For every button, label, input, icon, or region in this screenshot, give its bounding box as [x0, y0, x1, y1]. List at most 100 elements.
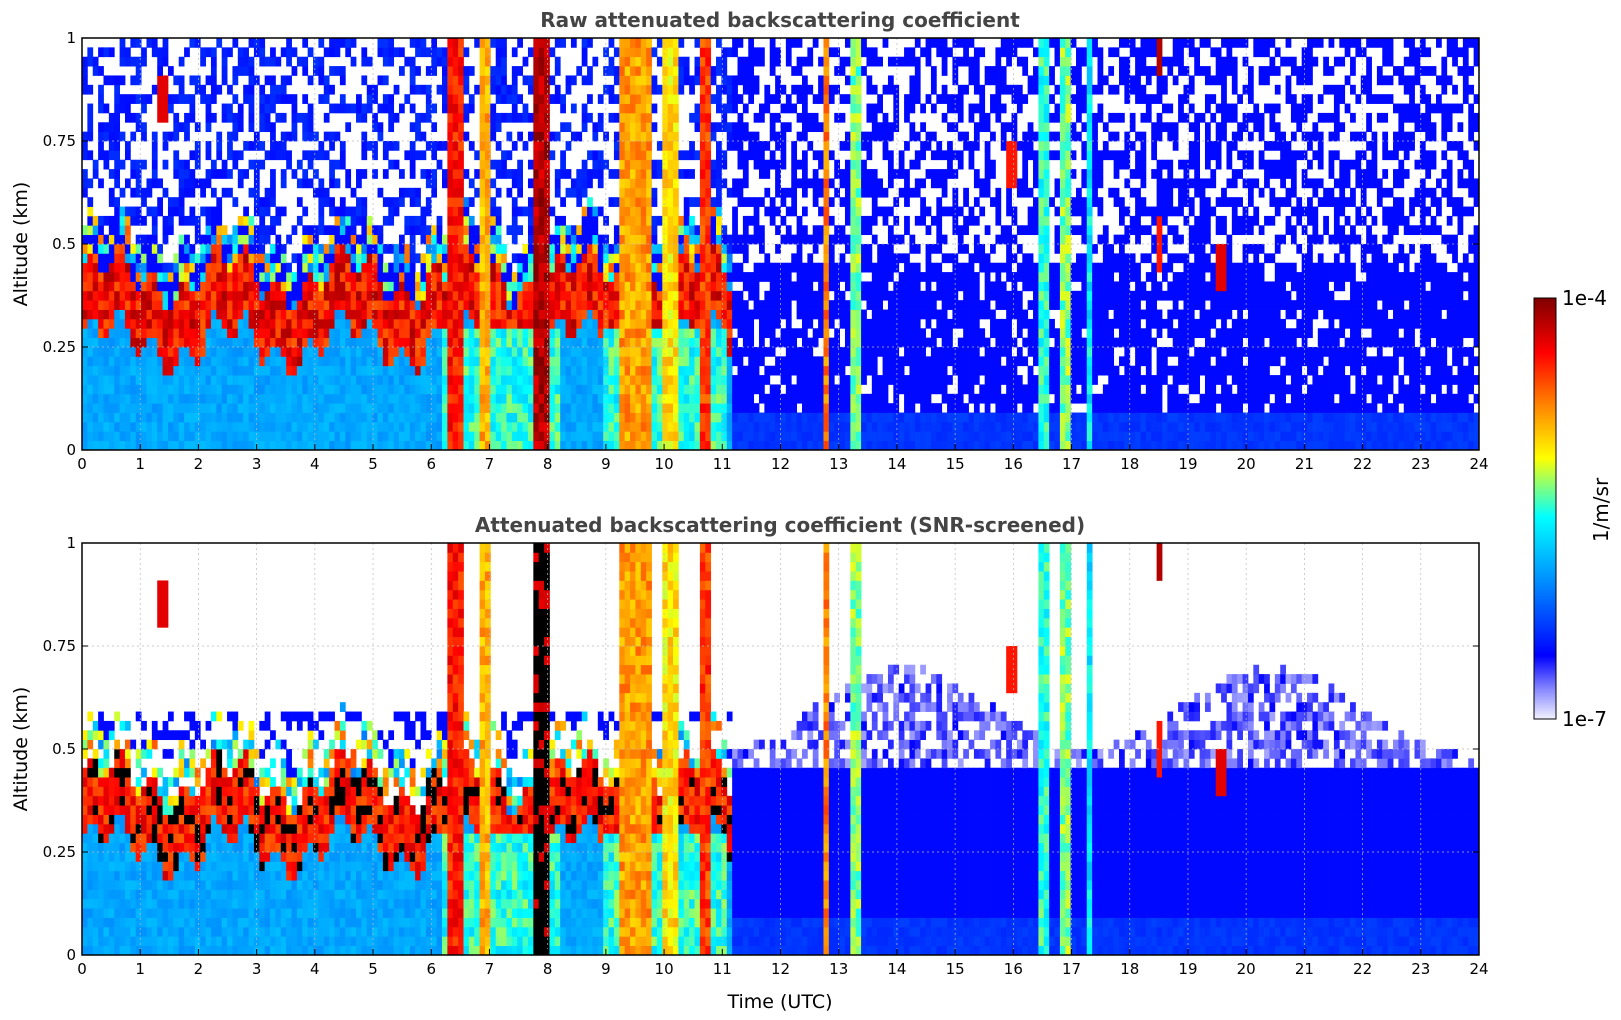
heatmap-cell: [506, 272, 513, 282]
heatmap-cell: [98, 262, 104, 273]
heatmap-cell: [393, 393, 400, 404]
heatmap-cell: [812, 38, 819, 48]
heatmap-cell: [581, 300, 588, 310]
heatmap-cell: [667, 431, 674, 442]
heatmap-cell: [329, 47, 335, 58]
heatmap-cell: [613, 328, 620, 339]
heatmap-cell: [635, 262, 642, 273]
heatmap-cell: [608, 281, 615, 292]
heatmap-cell: [194, 253, 201, 264]
heatmap-cell: [495, 300, 502, 310]
heatmap-cell: [630, 365, 636, 376]
heatmap-cell: [619, 403, 626, 413]
heatmap-cell: [119, 215, 126, 226]
heatmap-cell: [522, 56, 529, 67]
heatmap-cell: [108, 440, 115, 451]
heatmap-cell: [431, 56, 438, 67]
heatmap-cell: [200, 431, 206, 442]
heatmap-cell: [189, 309, 196, 320]
heatmap-cell: [442, 281, 448, 292]
heatmap-cell: [807, 253, 814, 264]
heatmap-cell: [442, 66, 448, 76]
heatmap-cell: [420, 281, 427, 292]
heatmap-cell: [372, 112, 378, 123]
heatmap-cell: [839, 94, 846, 104]
heatmap-cell: [597, 337, 604, 348]
heatmap-cell: [442, 384, 448, 395]
heatmap-cell: [801, 56, 808, 67]
heatmap-cell: [683, 356, 690, 367]
heatmap-cell: [425, 440, 432, 451]
heatmap-cell: [828, 421, 835, 432]
heatmap-cell: [194, 328, 201, 339]
heatmap-cell: [630, 206, 636, 217]
heatmap-cell: [866, 318, 873, 329]
heatmap-cell: [796, 421, 803, 432]
heatmap-cell: [839, 253, 846, 264]
heatmap-cell: [844, 412, 851, 423]
heatmap-cell: [501, 309, 507, 320]
heatmap-cell: [597, 169, 604, 179]
heatmap-cell: [484, 122, 491, 133]
heatmap-cell: [184, 431, 190, 442]
heatmap-cell: [823, 159, 830, 170]
heatmap-cell: [775, 300, 781, 310]
heatmap-cell: [490, 38, 497, 48]
heatmap-cell: [216, 375, 223, 385]
heatmap-cell: [801, 234, 808, 245]
heatmap-cell: [92, 356, 99, 367]
heatmap-cell: [382, 328, 389, 339]
heatmap-cell: [667, 66, 674, 76]
heatmap-cell: [178, 337, 185, 348]
heatmap-cell: [581, 272, 588, 282]
heatmap-cell: [732, 337, 738, 348]
heatmap-cell: [861, 290, 867, 301]
heatmap-cell: [759, 337, 765, 348]
heatmap-cell: [237, 253, 244, 264]
heatmap-cell: [613, 225, 620, 236]
heatmap-cell: [286, 375, 292, 385]
heatmap-cell: [162, 347, 169, 357]
heatmap-cell: [495, 141, 502, 151]
heatmap-cell: [560, 384, 566, 395]
heatmap-cell: [87, 103, 94, 114]
heatmap-cell: [721, 347, 728, 357]
heatmap-cell: [699, 431, 706, 442]
heatmap-cell: [844, 141, 851, 151]
heatmap-cell: [167, 318, 174, 329]
heatmap-cell: [484, 47, 491, 58]
heatmap-cell: [495, 169, 502, 179]
heatmap-cell: [479, 440, 486, 451]
heatmap-cell: [119, 356, 126, 367]
heatmap-cell: [189, 375, 196, 385]
heatmap-cell: [82, 365, 88, 376]
heatmap-cell: [216, 403, 223, 413]
heatmap-cell: [259, 431, 266, 442]
heatmap-cell: [533, 112, 540, 123]
heatmap-cell: [683, 431, 690, 442]
heatmap-cell: [834, 356, 840, 367]
heatmap-cell: [775, 393, 781, 404]
heatmap-cell: [82, 56, 88, 67]
heatmap-cell: [399, 328, 405, 339]
heatmap-cell: [818, 272, 824, 282]
heatmap-cell: [221, 159, 228, 170]
heatmap-cell: [189, 440, 196, 451]
heatmap-cell: [372, 169, 378, 179]
heatmap-cell: [92, 300, 99, 310]
heatmap-cell: [232, 309, 239, 320]
heatmap-cell: [527, 290, 534, 301]
heatmap-cell: [114, 421, 121, 432]
heatmap-cell: [506, 225, 513, 236]
heatmap-cell: [302, 375, 309, 385]
heatmap-cell: [737, 403, 744, 413]
heatmap-cell: [447, 421, 454, 432]
heatmap-cell: [323, 412, 330, 423]
heatmap-cell: [329, 384, 335, 395]
heatmap-cell: [828, 431, 835, 442]
heatmap-cell: [130, 393, 137, 404]
heatmap-cell: [329, 141, 335, 151]
heatmap-cell: [710, 347, 717, 357]
heatmap-cell: [630, 253, 636, 264]
heatmap-cell: [388, 122, 395, 133]
